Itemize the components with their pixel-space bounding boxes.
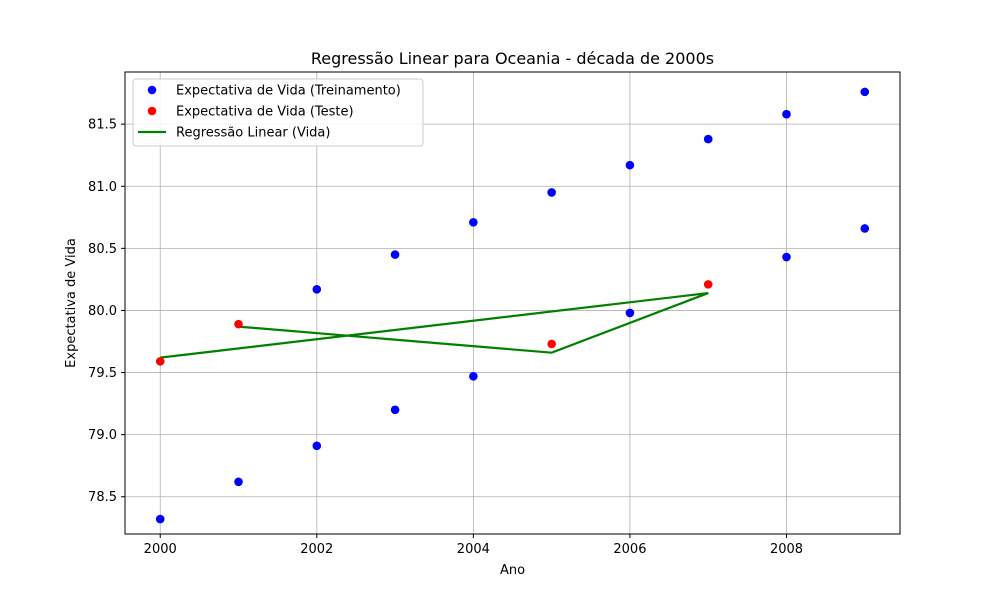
- test-data-point: [234, 320, 243, 329]
- y-tick-label: 81.5: [88, 118, 117, 133]
- y-tick-label: 78.5: [88, 490, 117, 505]
- test-data-point: [547, 340, 556, 349]
- training-data-point: [782, 253, 791, 262]
- training-data-point: [391, 250, 400, 259]
- legend-test-marker: [148, 107, 157, 116]
- legend-label: Expectativa de Vida (Teste): [176, 105, 354, 120]
- training-data-point: [860, 224, 869, 233]
- y-tick-label: 79.5: [88, 366, 117, 381]
- training-data-point: [312, 442, 321, 451]
- legend: Expectativa de Vida (Treinamento) Expecta…: [133, 79, 423, 146]
- training-data-point: [156, 515, 165, 524]
- training-data-point: [469, 372, 478, 381]
- training-data-point: [547, 188, 556, 197]
- training-data-point: [312, 285, 321, 294]
- training-data-point: [626, 161, 635, 170]
- chart-title: Regressão Linear para Oceania - década d…: [311, 49, 714, 68]
- x-tick-label: 2000: [144, 542, 177, 557]
- training-data-point: [626, 309, 635, 318]
- legend-training-marker: [148, 86, 157, 95]
- training-data-point: [704, 135, 713, 144]
- x-tick-label: 2002: [300, 542, 333, 557]
- legend-label: Expectativa de Vida (Treinamento): [176, 84, 401, 99]
- x-tick-label: 2004: [457, 542, 490, 557]
- test-data-point: [704, 280, 713, 289]
- x-tick-label: 2008: [770, 542, 803, 557]
- training-data-point: [234, 478, 243, 487]
- training-data-point: [469, 218, 478, 227]
- x-axis-label: Ano: [500, 563, 525, 578]
- y-tick-label: 80.5: [88, 242, 117, 257]
- training-data-point: [860, 88, 869, 97]
- legend-label: Regressão Linear (Vida): [176, 126, 330, 141]
- y-axis-label: Expectativa de Vida: [64, 238, 79, 368]
- y-tick-label: 81.0: [88, 180, 117, 195]
- test-data-point: [156, 357, 165, 366]
- x-tick-label: 2006: [613, 542, 646, 557]
- training-data-point: [782, 110, 791, 119]
- y-tick-label: 79.0: [88, 428, 117, 443]
- training-data-point: [391, 406, 400, 415]
- y-tick-label: 80.0: [88, 304, 117, 319]
